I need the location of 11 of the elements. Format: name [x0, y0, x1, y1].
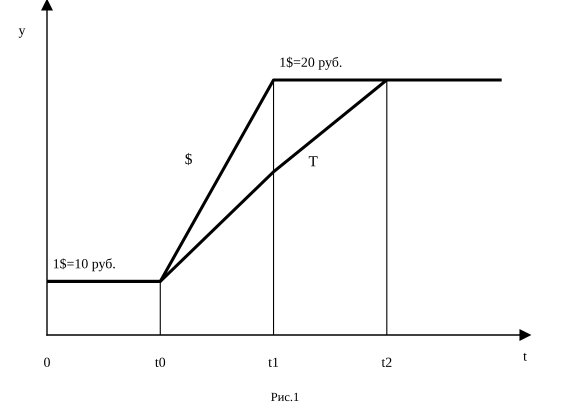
x-tick-label: t1 — [268, 358, 278, 367]
annotation: 1$=20 руб. — [280, 56, 342, 70]
annotation: 1$=10 руб. — [54, 258, 115, 272]
y-axis-title: y — [18, 28, 26, 38]
text: Рис.1 — [271, 392, 299, 402]
series-label: $ — [185, 152, 192, 166]
series-label: T — [308, 156, 318, 166]
x-tick-label: 0 — [44, 358, 50, 367]
x-tick-label: t0 — [155, 358, 166, 367]
x-tick-label: t2 — [382, 358, 392, 367]
x-axis-title: t — [523, 352, 527, 361]
